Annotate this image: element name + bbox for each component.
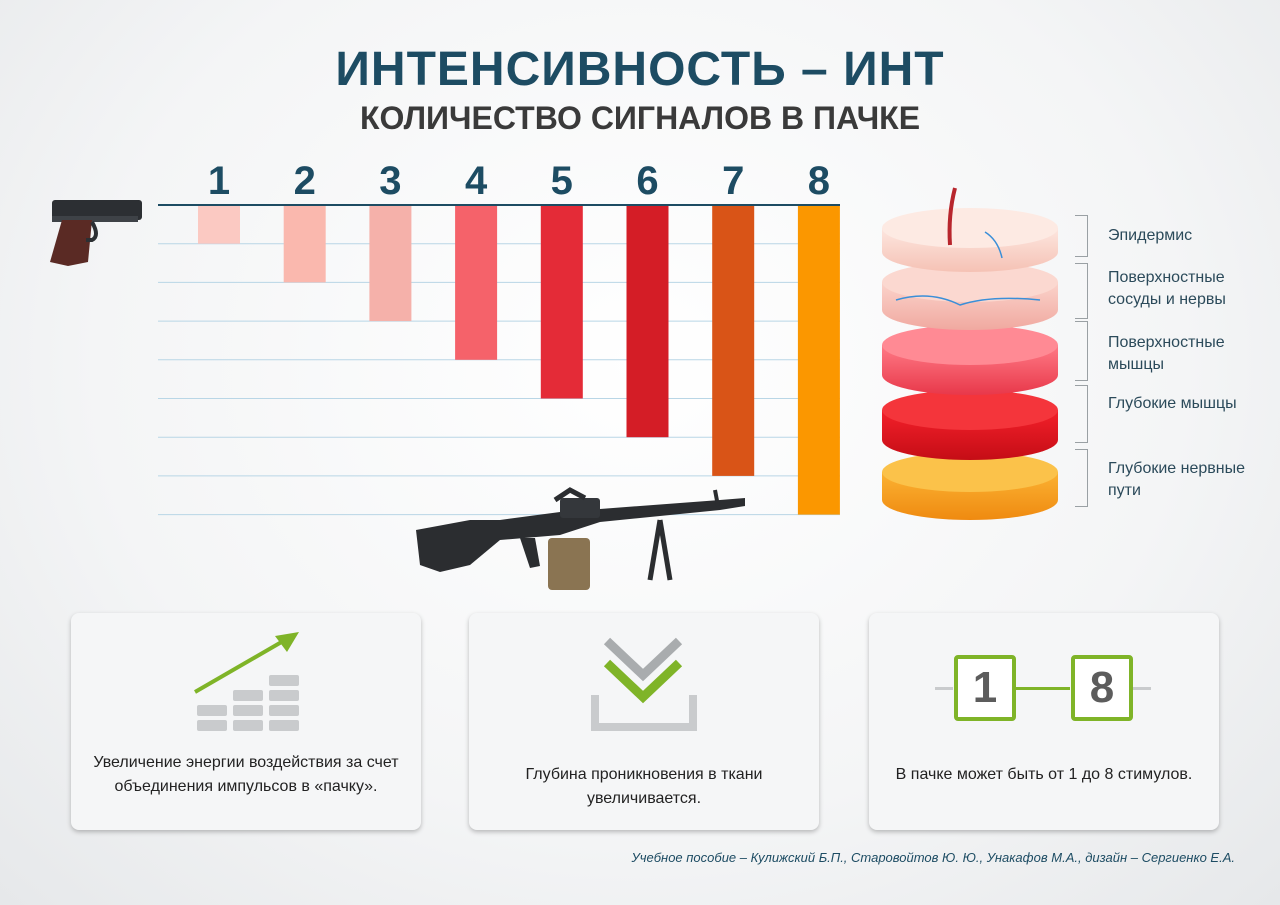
bar-5 xyxy=(540,205,583,399)
bar-1 xyxy=(198,205,240,244)
machine-gun-icon xyxy=(416,487,745,590)
layer-label-vessels: Поверхностные сосуды и нервы xyxy=(1108,269,1226,308)
layer-bracket xyxy=(1075,263,1088,319)
depth-download-icon xyxy=(591,637,697,731)
layer-label-deep-nerves: Глубокие нервные пути xyxy=(1108,460,1245,499)
range-from-box: 1 xyxy=(954,655,1016,721)
category-label-8: 8 xyxy=(808,159,830,203)
layer-bracket xyxy=(1075,449,1088,507)
card-depth-text: Глубина проникновения в ткани увеличивае… xyxy=(525,766,763,807)
info-card-depth: Глубина проникновения в ткани увеличивае… xyxy=(469,613,819,830)
bar-8 xyxy=(797,205,840,515)
category-label-5: 5 xyxy=(551,159,573,203)
range-connector xyxy=(1016,687,1070,690)
layer-label-epidermis: Эпидермис xyxy=(1108,227,1193,244)
bar-6 xyxy=(626,205,669,438)
category-label-7: 7 xyxy=(722,159,744,203)
footer-credits: Учебное пособие – Кулижский Б.П., Старов… xyxy=(631,850,1235,865)
category-label-3: 3 xyxy=(379,159,401,203)
layer-bracket xyxy=(1075,321,1088,381)
category-label-6: 6 xyxy=(636,159,658,203)
info-card-range: 1 8 В пачке может быть от 1 до 8 стимуло… xyxy=(869,613,1219,830)
info-card-energy: Увеличение энергии воздействия за счет о… xyxy=(71,613,421,830)
category-label-4: 4 xyxy=(465,159,488,203)
layer-bracket xyxy=(1075,215,1088,257)
range-line-right xyxy=(1133,687,1151,690)
bar-2 xyxy=(283,205,326,283)
bar-7 xyxy=(712,205,755,476)
bar-3 xyxy=(369,205,412,322)
card-energy-text: Увеличение энергии воздействия за счет о… xyxy=(93,754,399,795)
skin-layers-diagram xyxy=(882,187,1058,520)
range-to-box: 8 xyxy=(1071,655,1133,721)
layer-bracket xyxy=(1075,385,1088,443)
category-label-2: 2 xyxy=(294,159,316,203)
category-label-1: 1 xyxy=(208,159,230,203)
growth-chart-icon xyxy=(193,632,299,731)
range-line-left xyxy=(935,687,953,690)
page-subtitle: КОЛИЧЕСТВО СИГНАЛОВ В ПАЧКЕ xyxy=(359,100,921,136)
page-title: ИНТЕНСИВНОСТЬ – ИНТ xyxy=(335,43,945,96)
layer-label-deep-muscles: Глубокие мышцы xyxy=(1108,395,1237,412)
layer-label-surface-muscles: Поверхностные мышцы xyxy=(1108,334,1225,373)
signals-bar-chart: 1 2 3 4 5 6 7 8 xyxy=(50,159,1058,590)
card-range-text: В пачке может быть от 1 до 8 стимулов. xyxy=(895,766,1193,783)
bar-4 xyxy=(455,205,498,360)
pistol-icon xyxy=(50,200,142,266)
